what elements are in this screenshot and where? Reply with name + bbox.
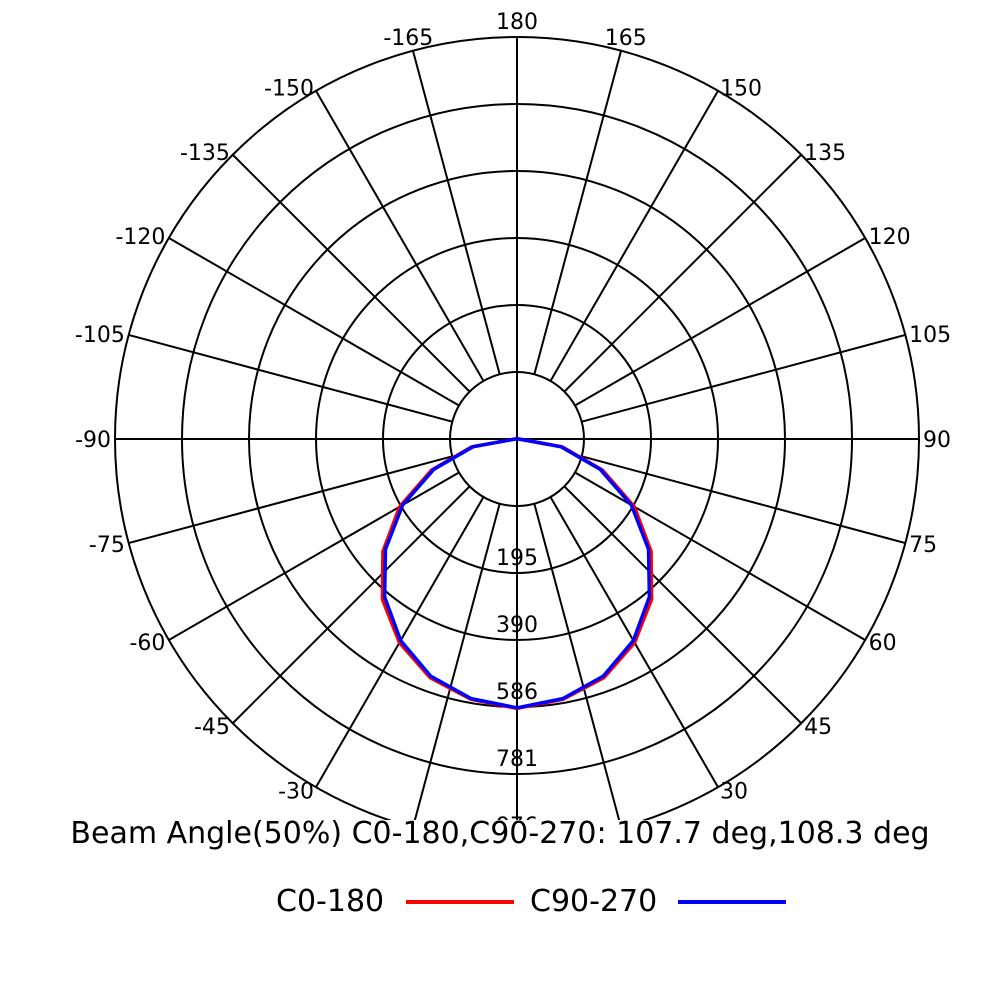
series-line-c90-270 [382, 437, 652, 710]
angle-tick-label: -135 [180, 141, 230, 166]
grid-spoke [574, 237, 866, 407]
grid-spoke [168, 471, 460, 641]
label-layer: 1801651501351201059075604530150-15-30-45… [75, 10, 951, 820]
angle-tick-label: 60 [869, 631, 897, 656]
angle-tick-label: -105 [75, 323, 125, 348]
angle-tick-label: 45 [804, 715, 832, 740]
angle-tick-label: 30 [720, 780, 748, 805]
angle-tick-label: 165 [605, 26, 647, 51]
angle-tick-label: -60 [129, 631, 165, 656]
grid-spoke [232, 154, 471, 393]
legend: C0-180 C90-270 [0, 880, 1000, 924]
grid-spoke [581, 455, 906, 545]
polar-chart: 1801651501351201059075604530150-15-30-45… [75, 10, 951, 820]
grid-spoke [315, 90, 485, 382]
radial-tick-label: 781 [496, 747, 538, 772]
grid-spoke [563, 485, 802, 724]
legend-label-c0-180: C0-180 [276, 884, 385, 919]
grid-spoke [563, 154, 802, 393]
grid-spoke [232, 485, 471, 724]
legend-swatch-c90-270 [678, 900, 786, 904]
grid-spoke [168, 237, 460, 407]
angle-tick-label: 150 [720, 76, 762, 101]
grid-spoke [411, 50, 501, 375]
angle-tick-label: -90 [75, 428, 111, 453]
legend-swatch-c0-180 [406, 900, 514, 904]
angle-tick-label: 75 [909, 533, 937, 558]
grid-spoke [128, 455, 453, 545]
angle-tick-label: -30 [278, 780, 314, 805]
grid-spoke [533, 50, 623, 375]
angle-tick-label: 90 [923, 428, 951, 453]
angle-tick-label: 105 [909, 323, 951, 348]
grid-spoke [581, 333, 906, 423]
angle-tick-label: -150 [264, 76, 314, 101]
grid-spoke [128, 333, 453, 423]
angle-tick-label: 135 [804, 141, 846, 166]
angle-tick-label: -120 [115, 225, 165, 250]
grid-spoke [574, 471, 866, 641]
angle-tick-label: -165 [383, 26, 433, 51]
angle-tick-label: 120 [869, 225, 911, 250]
radial-tick-label: 976 [496, 814, 538, 820]
radial-tick-label: 586 [496, 680, 538, 705]
angle-tick-label: -45 [194, 715, 230, 740]
grid-spoke [533, 503, 621, 820]
beam-angle-caption: Beam Angle(50%) C0-180,C90-270: 107.7 de… [70, 816, 930, 851]
angle-tick-label: -75 [89, 533, 125, 558]
grid-spoke [549, 90, 719, 382]
series-layer [380, 437, 654, 711]
angle-tick-label: 180 [496, 10, 538, 35]
radial-tick-label: 390 [496, 613, 538, 638]
grid-spoke [413, 503, 501, 820]
radial-tick-label: 195 [496, 546, 538, 571]
legend-label-c90-270: C90-270 [530, 884, 658, 919]
